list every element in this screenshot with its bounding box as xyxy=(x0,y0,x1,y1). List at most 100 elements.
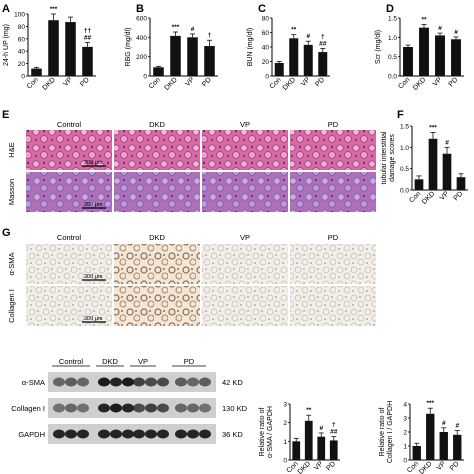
y-tick-label: 2 xyxy=(403,430,407,437)
significance-mark: # xyxy=(319,425,323,432)
chart-collagen-ratio: 0 1 2 3 4 Relative ratio ofCollagen I / GAPDH… xyxy=(379,400,464,474)
category-label: VP xyxy=(432,76,444,88)
micrograph xyxy=(26,286,112,326)
row-label: α-SMA xyxy=(7,252,16,275)
blot-band xyxy=(133,377,145,387)
y-tick-label: 1 xyxy=(283,439,287,446)
micrograph xyxy=(290,244,376,284)
blot-band xyxy=(77,377,89,387)
column-header: DKD xyxy=(149,233,165,242)
column-header: PD xyxy=(328,120,339,129)
significance-mark: †† xyxy=(84,28,92,35)
chart-scr: D 0.0 0.5 1.0 1.5 Scr (mg/dl) Con ** DKD # VP # PD xyxy=(375,3,464,92)
y-tick-label: 1.0 xyxy=(388,35,397,42)
y-tick-label: 20 xyxy=(262,59,270,66)
category-label: PD xyxy=(448,76,460,88)
significance-mark: # xyxy=(438,25,442,32)
blot-kd-label: 36 KD xyxy=(222,430,243,439)
y-tick-label: 80 xyxy=(262,16,270,23)
y-axis-label: Scr (mg/dl) xyxy=(375,30,382,64)
bar xyxy=(82,46,93,76)
y-tick-label: 4 xyxy=(403,402,407,409)
y-axis-label: 24-h UP (mg) xyxy=(3,24,10,66)
blot-band xyxy=(110,403,122,413)
blot-row-label: α-SMA xyxy=(22,378,45,387)
western-blot-panel: Control DKD VP PD α-SMA 42 KD Collagen I 130 KD… xyxy=(11,357,248,444)
blot-band xyxy=(133,403,145,413)
scale-bar-label: 200 μm xyxy=(84,202,103,208)
y-tick-label: 40 xyxy=(262,45,270,52)
category-label: PD xyxy=(325,460,337,472)
blot-band xyxy=(77,403,89,413)
blot-band xyxy=(199,403,211,413)
blot-band xyxy=(77,429,89,439)
y-tick-label: 60 xyxy=(18,36,26,43)
significance-mark: *** xyxy=(50,6,58,13)
significance-mark: † xyxy=(321,33,325,40)
blot-row-label: GAPDH xyxy=(18,430,45,439)
y-tick-label: 400 xyxy=(136,35,147,42)
chart-24h-up: A 0 20 40 60 80 100 24-h UP (mg) Con *** DKD VP ††##… xyxy=(2,3,96,92)
micrograph xyxy=(202,286,288,326)
category-label: Con xyxy=(26,76,40,90)
significance-mark: † xyxy=(332,422,336,429)
column-header: Control xyxy=(57,120,82,129)
blot-band xyxy=(175,403,187,413)
bar xyxy=(274,62,284,76)
bar xyxy=(289,38,299,76)
micrograph xyxy=(26,244,112,284)
scale-bar-label: 200 μm xyxy=(84,160,103,166)
blot-band xyxy=(187,403,199,413)
blot-band xyxy=(110,377,122,387)
y-tick-label: 0 xyxy=(283,458,287,465)
lane-group-label: VP xyxy=(138,357,148,366)
blot-band xyxy=(145,377,157,387)
blot-band xyxy=(187,429,199,439)
bar xyxy=(456,177,466,190)
column-header: DKD xyxy=(149,120,165,129)
significance-mark: ## xyxy=(330,429,338,436)
y-tick-label: 0 xyxy=(265,74,269,81)
category-label: Con xyxy=(148,76,162,90)
category-label: PD xyxy=(79,76,91,88)
category-label: VP xyxy=(184,76,196,88)
y-axis-label: RBG (mg/dl) xyxy=(125,28,132,67)
category-label: DKD xyxy=(297,460,312,474)
panel-letter: F xyxy=(397,109,404,121)
chart-rbg: B 0 200 400 600 RBG (mg/dl) Con *** DKD # VP † PD xyxy=(125,3,218,92)
y-axis-label: tubular interstitialdamage scores xyxy=(381,131,396,184)
blot-row-label: Collagen I xyxy=(11,404,45,413)
micrograph xyxy=(202,172,288,212)
blot-band xyxy=(187,377,199,387)
significance-mark: # xyxy=(306,33,310,40)
bar xyxy=(318,52,328,76)
category-label: Con xyxy=(269,76,283,90)
category-label: DKD xyxy=(282,76,297,91)
scale-bar-label: 200 μm xyxy=(84,316,103,322)
bar xyxy=(403,47,413,76)
micrograph xyxy=(202,130,288,170)
category-label: DKD xyxy=(164,76,179,91)
column-header: PD xyxy=(328,233,339,242)
y-tick-label: 3 xyxy=(403,416,407,423)
bar xyxy=(426,413,435,460)
significance-mark: # xyxy=(454,29,458,36)
micrograph xyxy=(202,244,288,284)
column-header: VP xyxy=(240,120,250,129)
y-tick-label: 1.5 xyxy=(388,16,397,23)
bar xyxy=(153,67,164,76)
micrograph xyxy=(114,244,200,284)
y-tick-label: 1.5 xyxy=(400,124,409,131)
y-tick-label: 200 xyxy=(136,54,147,61)
blot-band xyxy=(53,429,65,439)
y-axis-label: Relative ratio ofCollagen I / GAPDH xyxy=(379,401,394,463)
bar xyxy=(304,420,313,460)
blot-band xyxy=(65,429,77,439)
y-axis-label: BUN (mg/dl) xyxy=(247,28,254,67)
y-tick-label: 20 xyxy=(18,61,26,68)
significance-mark: ## xyxy=(84,35,92,42)
blot-band xyxy=(122,403,134,413)
y-tick-label: 0.5 xyxy=(400,166,409,173)
blot-band xyxy=(122,377,134,387)
